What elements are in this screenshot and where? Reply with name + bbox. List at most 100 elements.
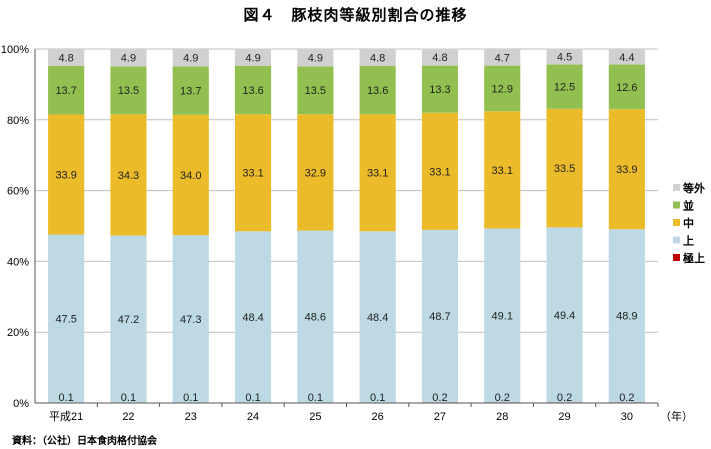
y-tick-label: 20% [7, 327, 29, 339]
bar-segment [484, 111, 521, 229]
bar-segment [484, 49, 521, 66]
bar-segment [110, 66, 147, 115]
legend-swatch [673, 201, 680, 209]
data-label: 33.9 [55, 169, 76, 181]
data-label: 12.5 [554, 82, 575, 94]
data-label: 49.1 [492, 310, 513, 322]
data-label: 33.1 [367, 168, 388, 180]
data-label: 13.6 [367, 85, 388, 97]
data-label: 4.8 [370, 52, 385, 64]
data-label: 12.9 [492, 83, 513, 95]
data-label: 48.4 [242, 312, 263, 324]
bar-segment [297, 49, 334, 67]
bar-segment [608, 229, 645, 403]
bar-segment [234, 114, 272, 232]
bar-segment [48, 234, 85, 403]
data-label: 47.3 [180, 314, 201, 326]
data-label: 13.5 [118, 85, 139, 97]
x-tick-label: 23 [185, 411, 197, 423]
bar-segment [110, 235, 147, 403]
x-tick-label: 26 [372, 411, 384, 423]
data-label: 49.4 [554, 310, 575, 322]
data-label: 32.9 [305, 167, 326, 179]
legend-label: 並 [683, 199, 694, 213]
data-label: 13.7 [55, 85, 76, 97]
legend-label: 極上 [682, 251, 705, 265]
value-labels: 0.1 47.5 33.9 13.7 4.8 0.1 47.2 34.3 13.5 4.9 0.1 4… [55, 52, 637, 404]
data-label: 33.1 [429, 166, 450, 178]
data-label: 13.7 [180, 86, 201, 98]
data-label: 4.9 [121, 53, 136, 65]
bar-segment [234, 48, 272, 66]
data-label: 34.0 [180, 170, 201, 182]
x-tick-label: 22 [122, 411, 134, 423]
chart-title: 図４ 豚枝肉等級別割合の推移 [243, 6, 468, 24]
data-label: 47.2 [118, 314, 139, 326]
data-label: 33.1 [492, 165, 513, 177]
legend-swatch [673, 219, 680, 226]
data-label: 33.9 [616, 164, 637, 176]
data-label: 4.8 [59, 52, 74, 64]
x-tick-label: 25 [309, 411, 321, 423]
data-label: 4.7 [495, 52, 510, 64]
data-label: 33.5 [554, 163, 575, 175]
data-label: 4.5 [557, 52, 572, 64]
bar-segment [359, 49, 396, 66]
bar-segment [608, 109, 645, 230]
x-tick-label: 28 [496, 411, 508, 423]
axes: 0% 20% 40% 60% 80% 100% 平成21 22 23 24 25 26 27 28 29 30… [1, 44, 693, 423]
data-label: 0.2 [557, 392, 572, 404]
data-label: 48.4 [367, 312, 388, 324]
y-tick-label: 40% [7, 256, 29, 268]
bar-segment [297, 230, 334, 403]
data-label: 4.9 [308, 53, 323, 65]
data-label: 0.1 [308, 392, 323, 404]
data-label: 13.6 [242, 85, 263, 97]
x-tick-label: 24 [247, 411, 259, 423]
legend-label: 上 [683, 234, 694, 248]
data-label: 0.2 [495, 392, 510, 404]
bar-segment [546, 48, 583, 65]
data-label: 13.3 [429, 84, 450, 96]
source-note: 資料：（公社）日本食肉格付協会 [12, 436, 157, 447]
data-label: 48.6 [305, 312, 326, 324]
y-tick-label: 100% [1, 44, 29, 56]
data-label: 34.3 [118, 170, 139, 182]
bar-segment [546, 108, 583, 228]
bar-segment [110, 49, 147, 67]
data-label: 4.9 [183, 53, 198, 65]
data-label: 0.1 [370, 392, 385, 404]
bar-segment [421, 65, 459, 113]
bar-segment [172, 235, 209, 403]
data-label: 0.1 [245, 392, 260, 404]
data-label: 13.5 [305, 85, 326, 97]
bar-segment [172, 66, 209, 115]
bar-segment [421, 48, 459, 66]
bar-segment [484, 65, 521, 112]
bar-segment [48, 49, 85, 66]
x-tick-label: 平成21 [49, 410, 83, 423]
bar-segment [421, 229, 459, 403]
x-tick-label: 27 [434, 411, 446, 423]
data-label: 48.9 [616, 311, 637, 323]
bar-segment [297, 66, 334, 115]
bar-segment [172, 49, 209, 67]
legend-label: 等外 [682, 181, 705, 195]
bar-segment [546, 64, 583, 109]
bar-segment [359, 231, 396, 403]
y-tick-label: 80% [7, 115, 29, 127]
bar-segment [359, 114, 396, 232]
y-tick-label: 0% [13, 398, 29, 410]
legend-swatch [673, 236, 680, 244]
data-label: 0.1 [121, 392, 136, 404]
data-label: 0.2 [432, 392, 447, 404]
data-label: 4.4 [619, 52, 634, 64]
legend-swatch [673, 254, 680, 261]
data-label: 0.1 [59, 392, 74, 404]
bar-segment [110, 114, 147, 236]
bar-segment [421, 112, 459, 230]
bar-segment [234, 65, 272, 115]
data-label: 0.1 [183, 392, 198, 404]
